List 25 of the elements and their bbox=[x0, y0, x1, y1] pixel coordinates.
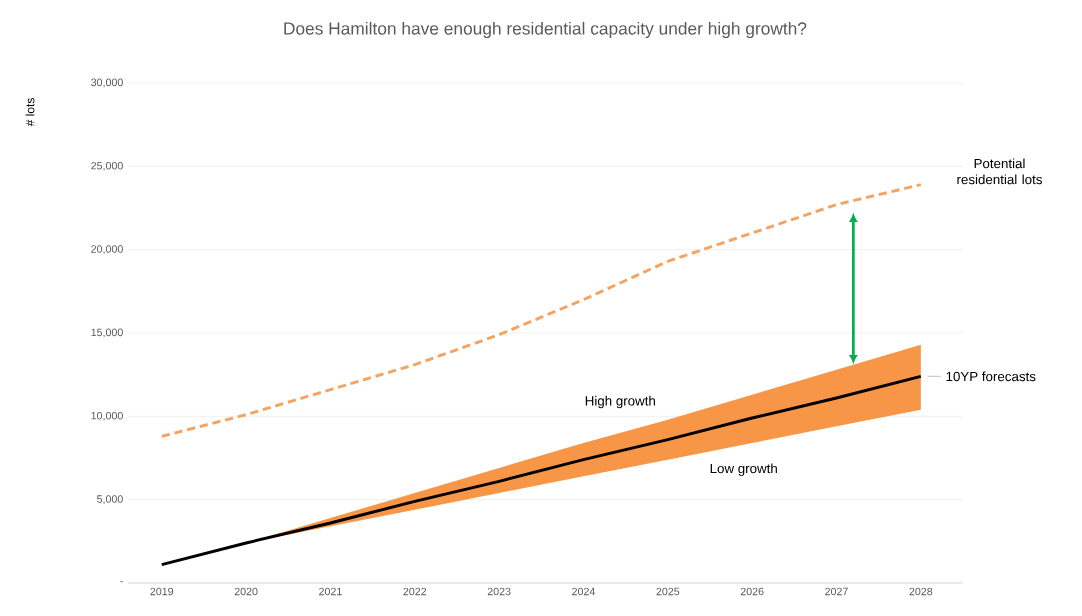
x-tick-label: 2028 bbox=[909, 587, 933, 596]
x-tick-label: 2025 bbox=[656, 587, 680, 596]
annotation: High growth bbox=[585, 395, 655, 409]
x-tick-label: 2024 bbox=[572, 587, 596, 596]
chart-title: Does Hamilton have enough residential capacity under high growth? bbox=[284, 21, 807, 39]
y-tick-label: 25,000 bbox=[91, 161, 123, 171]
y-axis-title: # lots bbox=[25, 98, 35, 127]
x-tick-label: 2022 bbox=[403, 587, 427, 596]
x-tick-label: 2019 bbox=[150, 587, 174, 596]
y-tick-label: 20,000 bbox=[91, 245, 123, 255]
x-tick-label: 2027 bbox=[825, 587, 848, 596]
line-series bbox=[160, 183, 923, 438]
x-tick-label: 2020 bbox=[234, 587, 258, 596]
x-tick-label: 2021 bbox=[319, 587, 342, 596]
y-tick-label: - bbox=[120, 581, 123, 583]
y-tick-label: 5,000 bbox=[97, 495, 123, 505]
y-tick-label: 10,000 bbox=[91, 411, 123, 421]
annotation: Low growth bbox=[710, 463, 777, 476]
y-tick-label: 30,000 bbox=[91, 78, 123, 88]
text: Potential residential lots bbox=[957, 158, 1042, 185]
series-label: 10YP forecasts bbox=[946, 371, 1036, 382]
y-tick-label: 15,000 bbox=[91, 328, 123, 338]
line-series bbox=[160, 374, 923, 567]
x-tick-label: 2026 bbox=[740, 587, 764, 596]
x-tick-label: 2023 bbox=[487, 587, 511, 596]
